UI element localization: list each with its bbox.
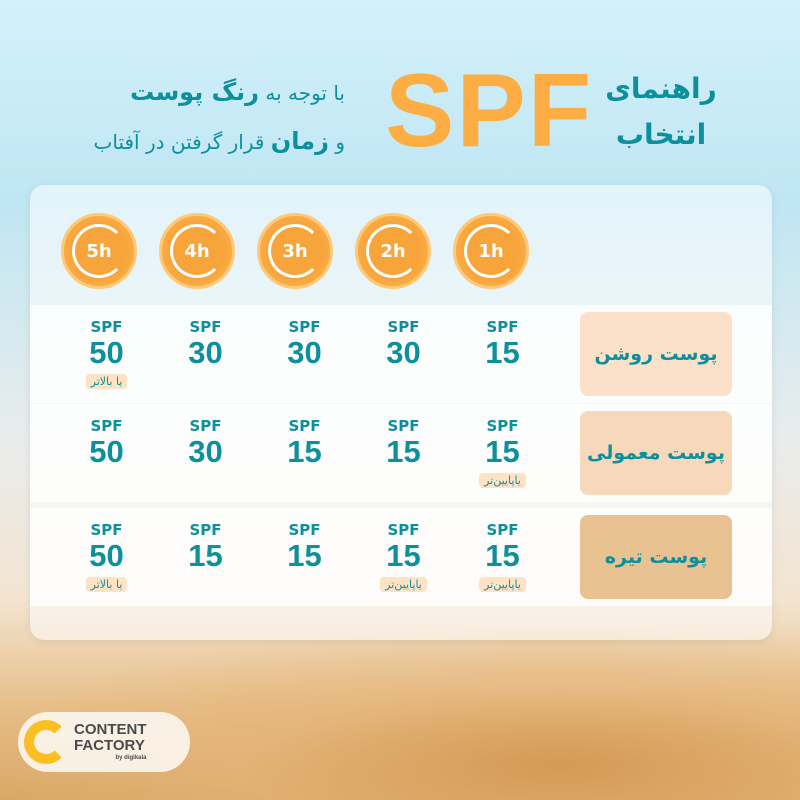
skin-type-label: پوست معمولی <box>580 411 732 495</box>
table-row: پوست تیره SPF 15 یاپایین‌تر SPF 15 یاپایین‌تر S… <box>30 508 772 606</box>
note-badge: یا بالاتر <box>85 577 128 592</box>
spf-cell: SPF 50 یا بالاتر <box>57 312 156 396</box>
spf-cell: SPF 50 <box>89 417 124 469</box>
spf-cell: SPF 30 <box>188 318 223 370</box>
content-factory-logo: CONTENT FACTORY by digikala <box>18 712 190 772</box>
spf-cell: SPF 15 <box>485 318 520 370</box>
spf-cell: SPF 15 یاپایین‌تر <box>354 515 453 599</box>
spf-cell: SPF 50 یا بالاتر <box>57 515 156 599</box>
title: راهنمای انتخاب <box>605 72 717 151</box>
spf-cell: SPF 15 یاپایین‌تر <box>453 515 552 599</box>
clock-icon: 1h <box>453 213 529 289</box>
spf-cell: SPF 30 <box>287 318 322 370</box>
note-badge: یاپایین‌تر <box>479 577 526 592</box>
spf-cell: SPF 15 <box>287 417 322 469</box>
clock-icon: 4h <box>159 213 235 289</box>
clock-icon: 2h <box>355 213 431 289</box>
skin-type-label: پوست روشن <box>580 312 732 396</box>
spf-cell: SPF 15 <box>386 417 421 469</box>
spf-cell: SPF 30 <box>386 318 421 370</box>
note-badge: یاپایین‌تر <box>479 473 526 488</box>
spf-cell: SPF 15 <box>188 521 223 573</box>
hours-header: 1h 2h 3h 4h 5h <box>30 205 772 300</box>
table-row: پوست روشن SPF 15 SPF 30 SPF 30 SPF 30 SPF 50 یا بال… <box>30 305 772 403</box>
spf-cell: SPF 30 <box>188 417 223 469</box>
clock-icon: 5h <box>61 213 137 289</box>
subtitle: با توجه به رنگ پوست و زمان قرار گرفتن در… <box>93 78 345 155</box>
skin-type-label: پوست تیره <box>580 515 732 599</box>
spf-heading: SPF <box>385 53 594 169</box>
clock-icon: 3h <box>257 213 333 289</box>
note-badge: یا بالاتر <box>85 374 128 389</box>
note-badge: یاپایین‌تر <box>380 577 427 592</box>
spf-cell: SPF 15 <box>287 521 322 573</box>
logo-icon <box>24 720 68 764</box>
table-row: پوست معمولی SPF 15 یاپایین‌تر SPF 15 SPF 15 SPF 3… <box>30 404 772 502</box>
spf-cell: SPF 15 یاپایین‌تر <box>453 411 552 495</box>
